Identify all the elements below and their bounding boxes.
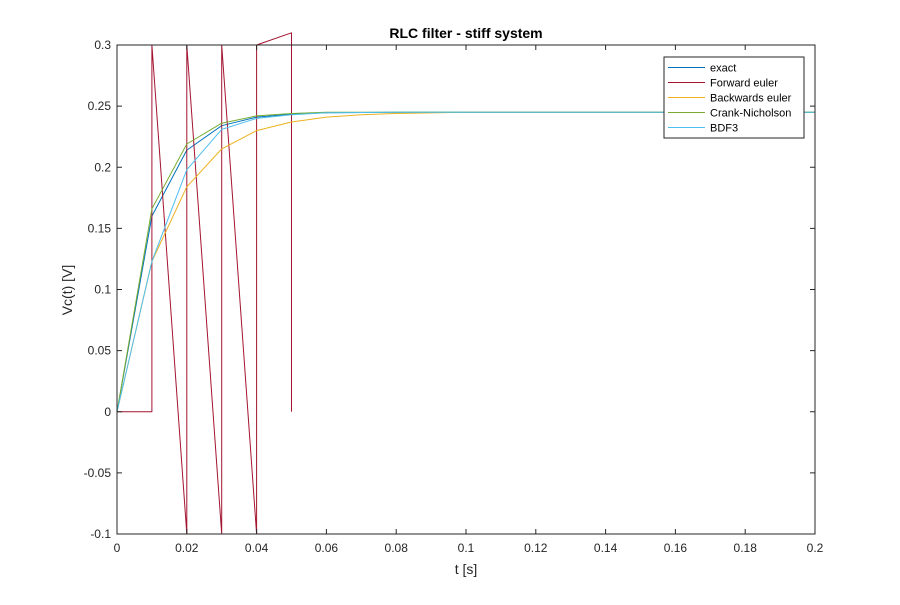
x-tick-label: 0.04	[245, 541, 269, 555]
legend-entry: exact	[710, 63, 736, 75]
y-tick-label: 0.3	[94, 38, 111, 52]
x-tick-label: 0.02	[175, 541, 199, 555]
legend-entry: Forward euler	[710, 78, 778, 90]
x-tick-label: 0	[114, 541, 121, 555]
y-axis-label: Vc(t) [V]	[59, 265, 75, 316]
y-tick-label: 0.2	[94, 160, 111, 174]
x-tick-label: 0.16	[664, 541, 688, 555]
legend: exact Forward euler Backwards euler Crank-N…	[663, 56, 805, 139]
x-tick-label: 0.14	[594, 541, 618, 555]
x-tick-label: 0.08	[385, 541, 409, 555]
y-tick-label: 0.05	[88, 344, 112, 358]
y-tick-label: 0.25	[88, 99, 112, 113]
legend-entry: Backwards euler	[710, 93, 792, 105]
y-tick-label: -0.1	[90, 527, 111, 541]
x-tick-label: 0.18	[734, 541, 758, 555]
axis-ticks: 0 0.02 0.04 0.06 0.08 0.1 0.12 0.14 0.16 0.18 0.2 -…	[84, 38, 824, 555]
x-tick-label: 0.1	[458, 541, 475, 555]
x-axis-label: t [s]	[455, 561, 478, 577]
legend-entry: BDF3	[710, 123, 738, 135]
y-tick-label: 0	[104, 405, 111, 419]
x-tick-label: 0.2	[807, 541, 824, 555]
y-tick-label: 0.1	[94, 283, 111, 297]
y-tick-label: -0.05	[84, 466, 112, 480]
x-tick-label: 0.12	[524, 541, 548, 555]
x-tick-label: 0.06	[315, 541, 339, 555]
chart-title: RLC filter - stiff system	[389, 25, 542, 41]
legend-entry: Crank-Nicholson	[710, 108, 791, 120]
y-tick-label: 0.15	[88, 221, 112, 235]
